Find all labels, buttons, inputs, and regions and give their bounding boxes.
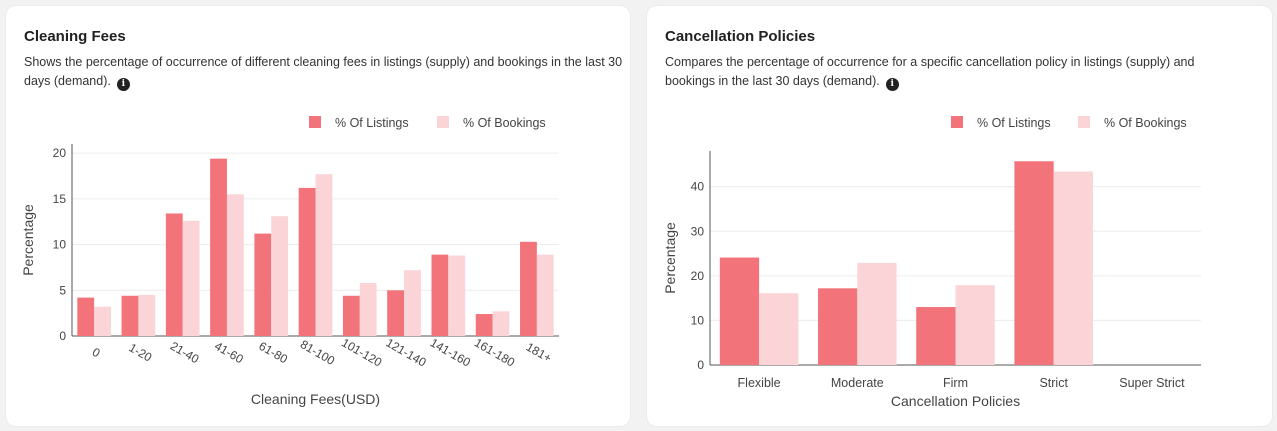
cleaning-fees-chart: 0 5 10 15 20 0 1-20 21-40 41-60 61-80 81-100 101-12… <box>20 116 559 407</box>
bar-bookings <box>315 174 333 336</box>
bar-bookings <box>857 262 897 365</box>
info-icon[interactable]: i <box>116 78 130 91</box>
legend-swatch-bookings <box>437 116 449 128</box>
x-tick-label: 1-20 <box>127 340 155 364</box>
legend-label-bookings: % Of Bookings <box>1104 116 1187 130</box>
x-tick-label: Super Strict <box>1119 376 1185 390</box>
card-description: Shows the percentage of occurrence of di… <box>24 53 624 91</box>
bar-bookings <box>404 270 421 336</box>
cleaning-fees-card: Cleaning Fees Shows the percentage of oc… <box>6 6 630 426</box>
bar-listings <box>210 158 227 336</box>
bar-bookings <box>226 194 244 336</box>
bar-bookings <box>955 285 995 365</box>
legend-label-bookings: % Of Bookings <box>463 116 546 130</box>
bar-bookings <box>1053 171 1093 365</box>
bar-listings <box>254 233 272 336</box>
y-tick-label: 20 <box>53 146 67 160</box>
legend-label-listings: % Of Listings <box>335 116 409 130</box>
y-axis-title: Percentage <box>20 204 36 276</box>
y-tick-label: 15 <box>53 192 67 206</box>
bar-listings <box>342 295 360 336</box>
bar-bookings <box>536 254 554 336</box>
y-tick-label: 10 <box>53 238 67 252</box>
bar-listings <box>298 187 316 336</box>
y-tick-label: 5 <box>59 283 66 297</box>
bar-bookings <box>182 220 200 336</box>
description-text: Compares the percentage of occurrence fo… <box>665 55 1195 88</box>
bar-listings <box>719 257 760 365</box>
x-tick-label: 81-100 <box>298 337 338 368</box>
legend-swatch-listings <box>951 116 963 128</box>
bar-listings <box>475 314 493 336</box>
y-tick-label: 20 <box>691 269 705 283</box>
x-tick-label: 121-140 <box>383 335 428 369</box>
bar-bookings <box>759 293 799 365</box>
bar-listings <box>916 307 956 365</box>
bar-listings <box>431 254 449 336</box>
bar-listings <box>818 288 858 365</box>
description-text: Shows the percentage of occurrence of di… <box>24 55 623 88</box>
legend-label-listings: % Of Listings <box>977 116 1051 130</box>
x-axis-title: Cleaning Fees(USD) <box>251 391 380 407</box>
bar-bookings <box>359 282 377 336</box>
x-tick-label: 61-80 <box>256 339 290 367</box>
bar-listings <box>165 213 183 336</box>
x-tick-label: 181+ <box>524 340 554 366</box>
legend-swatch-bookings <box>1078 116 1090 128</box>
legend-swatch-listings <box>309 116 321 128</box>
bar-bookings <box>94 306 111 336</box>
bar-listings <box>77 297 95 336</box>
x-tick-label: 161-180 <box>472 335 517 369</box>
card-title: Cancellation Policies <box>665 28 816 45</box>
bar-listings <box>520 241 537 336</box>
y-axis-title: Percentage <box>662 222 678 294</box>
x-axis-title: Cancellation Policies <box>891 393 1020 409</box>
x-tick-label: 21-40 <box>168 339 202 367</box>
bar-bookings <box>138 294 156 336</box>
bar-listings <box>387 290 405 336</box>
y-tick-label: 0 <box>59 329 66 343</box>
bar-listings <box>1014 161 1054 365</box>
x-tick-label: Firm <box>943 376 968 390</box>
x-tick-label: 41-60 <box>212 339 246 367</box>
x-tick-label: Moderate <box>831 376 884 390</box>
y-tick-label: 30 <box>691 224 705 238</box>
x-tick-label: 0 <box>90 345 103 361</box>
x-tick-label: Flexible <box>738 376 781 390</box>
y-tick-label: 0 <box>697 358 704 372</box>
cancellation-policies-card: Cancellation Policies Compares the perce… <box>647 6 1272 426</box>
x-tick-label: 101-120 <box>339 335 384 369</box>
bar-bookings <box>492 311 510 336</box>
info-icon[interactable]: i <box>885 78 899 91</box>
y-tick-label: 10 <box>691 313 705 327</box>
card-description: Compares the percentage of occurrence fo… <box>665 53 1240 91</box>
bar-listings <box>121 295 139 336</box>
bar-bookings <box>271 216 289 336</box>
x-tick-label: 141-160 <box>428 335 473 369</box>
x-tick-label: Strict <box>1039 376 1068 390</box>
cancellation-policies-chart: 0 10 20 30 40 Flexible Moderate Firm Strict Super… <box>662 116 1201 409</box>
y-tick-label: 40 <box>691 180 705 194</box>
bar-bookings <box>448 255 466 336</box>
card-title: Cleaning Fees <box>24 28 126 45</box>
